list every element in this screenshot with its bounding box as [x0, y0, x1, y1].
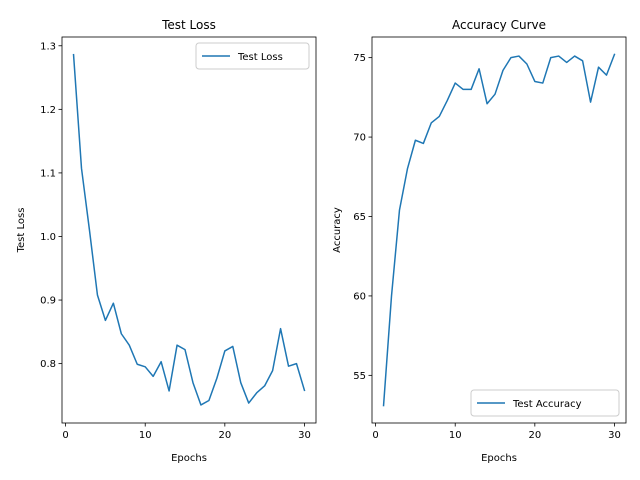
legend-entry: Test Loss [237, 52, 283, 63]
x-tick-label: 30 [298, 430, 311, 441]
x-tick-label: 20 [528, 430, 541, 441]
series-line [72, 53, 306, 406]
legend: Test Loss [195, 42, 310, 70]
y-tick-label: 75 [353, 53, 366, 64]
chart-title: Accuracy Curve [452, 18, 546, 32]
x-tick-label: 30 [608, 430, 621, 441]
legend: Test Accuracy [470, 389, 620, 417]
legend-box [195, 42, 310, 70]
chart-title: Test Loss [161, 18, 216, 32]
y-tick-label: 55 [353, 371, 366, 382]
y-tick-label: 1.2 [40, 105, 56, 116]
y-tick-label: 60 [353, 291, 366, 302]
x-tick-label: 0 [62, 430, 68, 441]
chart-1: Test Loss 0 10 20 30 0.8 0.9 1.0 1.1 1.2 1.3 Epochs… [16, 18, 317, 464]
legend-box [470, 389, 620, 417]
x-tick-label: 20 [218, 430, 231, 441]
legend-entry: Test Accuracy [512, 399, 582, 410]
y-tick-label: 1.3 [40, 41, 56, 52]
y-tick-label: 1.0 [40, 232, 56, 243]
y-tick-label: 0.8 [40, 359, 56, 370]
series-line [382, 53, 616, 407]
y-tick-label: 70 [353, 133, 366, 144]
x-axis-label: Epochs [481, 453, 517, 464]
plot-area-frame [61, 36, 317, 424]
plot-area-frame [371, 36, 627, 424]
x-axis-label: Epochs [171, 453, 207, 464]
chart-2: Accuracy Curve 0 10 20 30 55 60 65 70 75 Epochs Acc… [332, 18, 627, 464]
y-axis-label: Test Loss [16, 208, 27, 254]
y-tick-label: 1.1 [40, 168, 56, 179]
x-tick-label: 10 [449, 430, 462, 441]
y-tick-label: 0.9 [40, 296, 56, 307]
y-tick-label: 65 [353, 212, 366, 223]
x-tick-label: 10 [139, 430, 152, 441]
x-tick-label: 0 [372, 430, 378, 441]
y-axis-label: Accuracy [332, 207, 343, 253]
